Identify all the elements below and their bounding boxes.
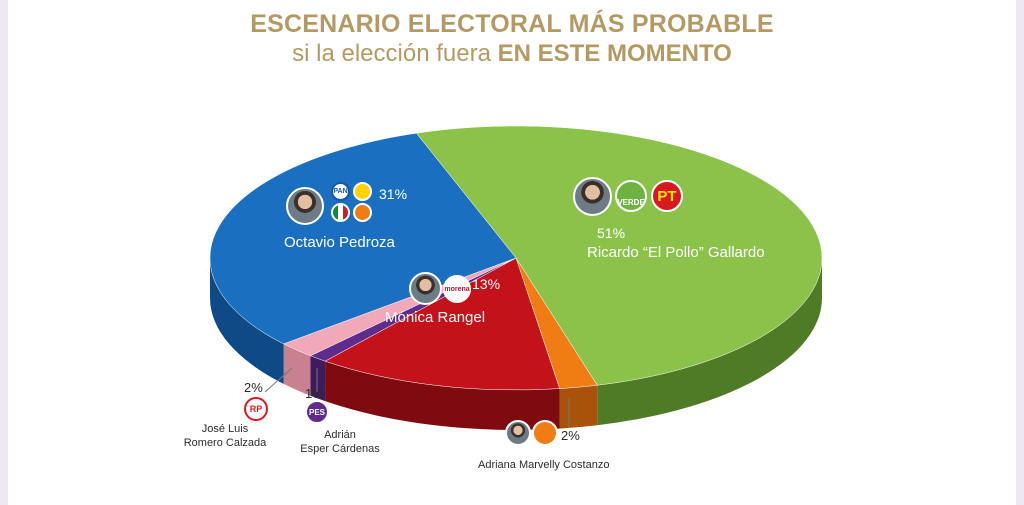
verde-logo-icon: VERDE xyxy=(615,180,647,212)
adriana-photo xyxy=(505,420,531,446)
jose-name-line1: José Luis xyxy=(201,423,249,435)
ricardo-percent: 51% xyxy=(597,225,626,241)
pie-slice-0 xyxy=(415,125,823,386)
jose-name-line2: Romero Calzada xyxy=(183,437,267,449)
pie-side-3 xyxy=(310,355,326,402)
subtitle-prefix: si la elección fuera xyxy=(292,40,498,67)
adrian-name-line2: Esper Cárdenas xyxy=(300,443,380,455)
pes-logo-icon: PES xyxy=(305,400,329,424)
prd-logo-icon xyxy=(353,182,372,201)
octavio-name: Octavio Pedroza xyxy=(284,234,395,251)
jose-name: José Luis Romero Calzada xyxy=(180,422,270,450)
monica-name: Mónica Rangel xyxy=(385,309,486,326)
pie-side-0 xyxy=(597,258,822,426)
pie-side-4 xyxy=(283,343,311,396)
adrian-percent: 1% xyxy=(305,386,324,401)
pcp-logo-icon xyxy=(353,203,372,222)
octavio-photo xyxy=(286,187,324,225)
mc-logo-icon xyxy=(532,420,558,446)
pie-side-1 xyxy=(559,385,598,429)
monica-photo xyxy=(409,272,442,305)
rsp-logo-icon: RP xyxy=(244,397,268,421)
pie-slice-5 xyxy=(209,132,517,345)
pie-side-2 xyxy=(325,361,560,430)
adrian-name-line1: Adrián xyxy=(324,429,356,441)
adriana-name: Adriana Marvelly Costanzo xyxy=(478,459,610,471)
pan-logo-icon: PAN xyxy=(331,182,350,201)
chart-subtitle: si la elección fuera EN ESTE MOMENTO xyxy=(0,40,1024,68)
ricardo-photo xyxy=(573,177,612,216)
adrian-name: Adrián Esper Cárdenas xyxy=(295,428,385,456)
pie-slice-2 xyxy=(324,257,560,391)
subtitle-emphasis: EN ESTE MOMENTO xyxy=(497,40,732,67)
leader-line-0 xyxy=(264,367,293,393)
jose-percent: 2% xyxy=(244,380,263,395)
monica-percent: 13% xyxy=(472,276,501,292)
pri-logo-icon xyxy=(331,203,350,222)
adriana-percent: 2% xyxy=(561,428,580,443)
morena-logo-icon: morena xyxy=(443,275,471,303)
chart-title: ESCENARIO ELECTORAL MÁS PROBABLE xyxy=(250,10,774,38)
ricardo-name: Ricardo “El Pollo” Gallardo xyxy=(587,244,765,261)
octavio-percent: 31% xyxy=(379,186,408,202)
pt-logo-icon: PT xyxy=(651,180,683,212)
